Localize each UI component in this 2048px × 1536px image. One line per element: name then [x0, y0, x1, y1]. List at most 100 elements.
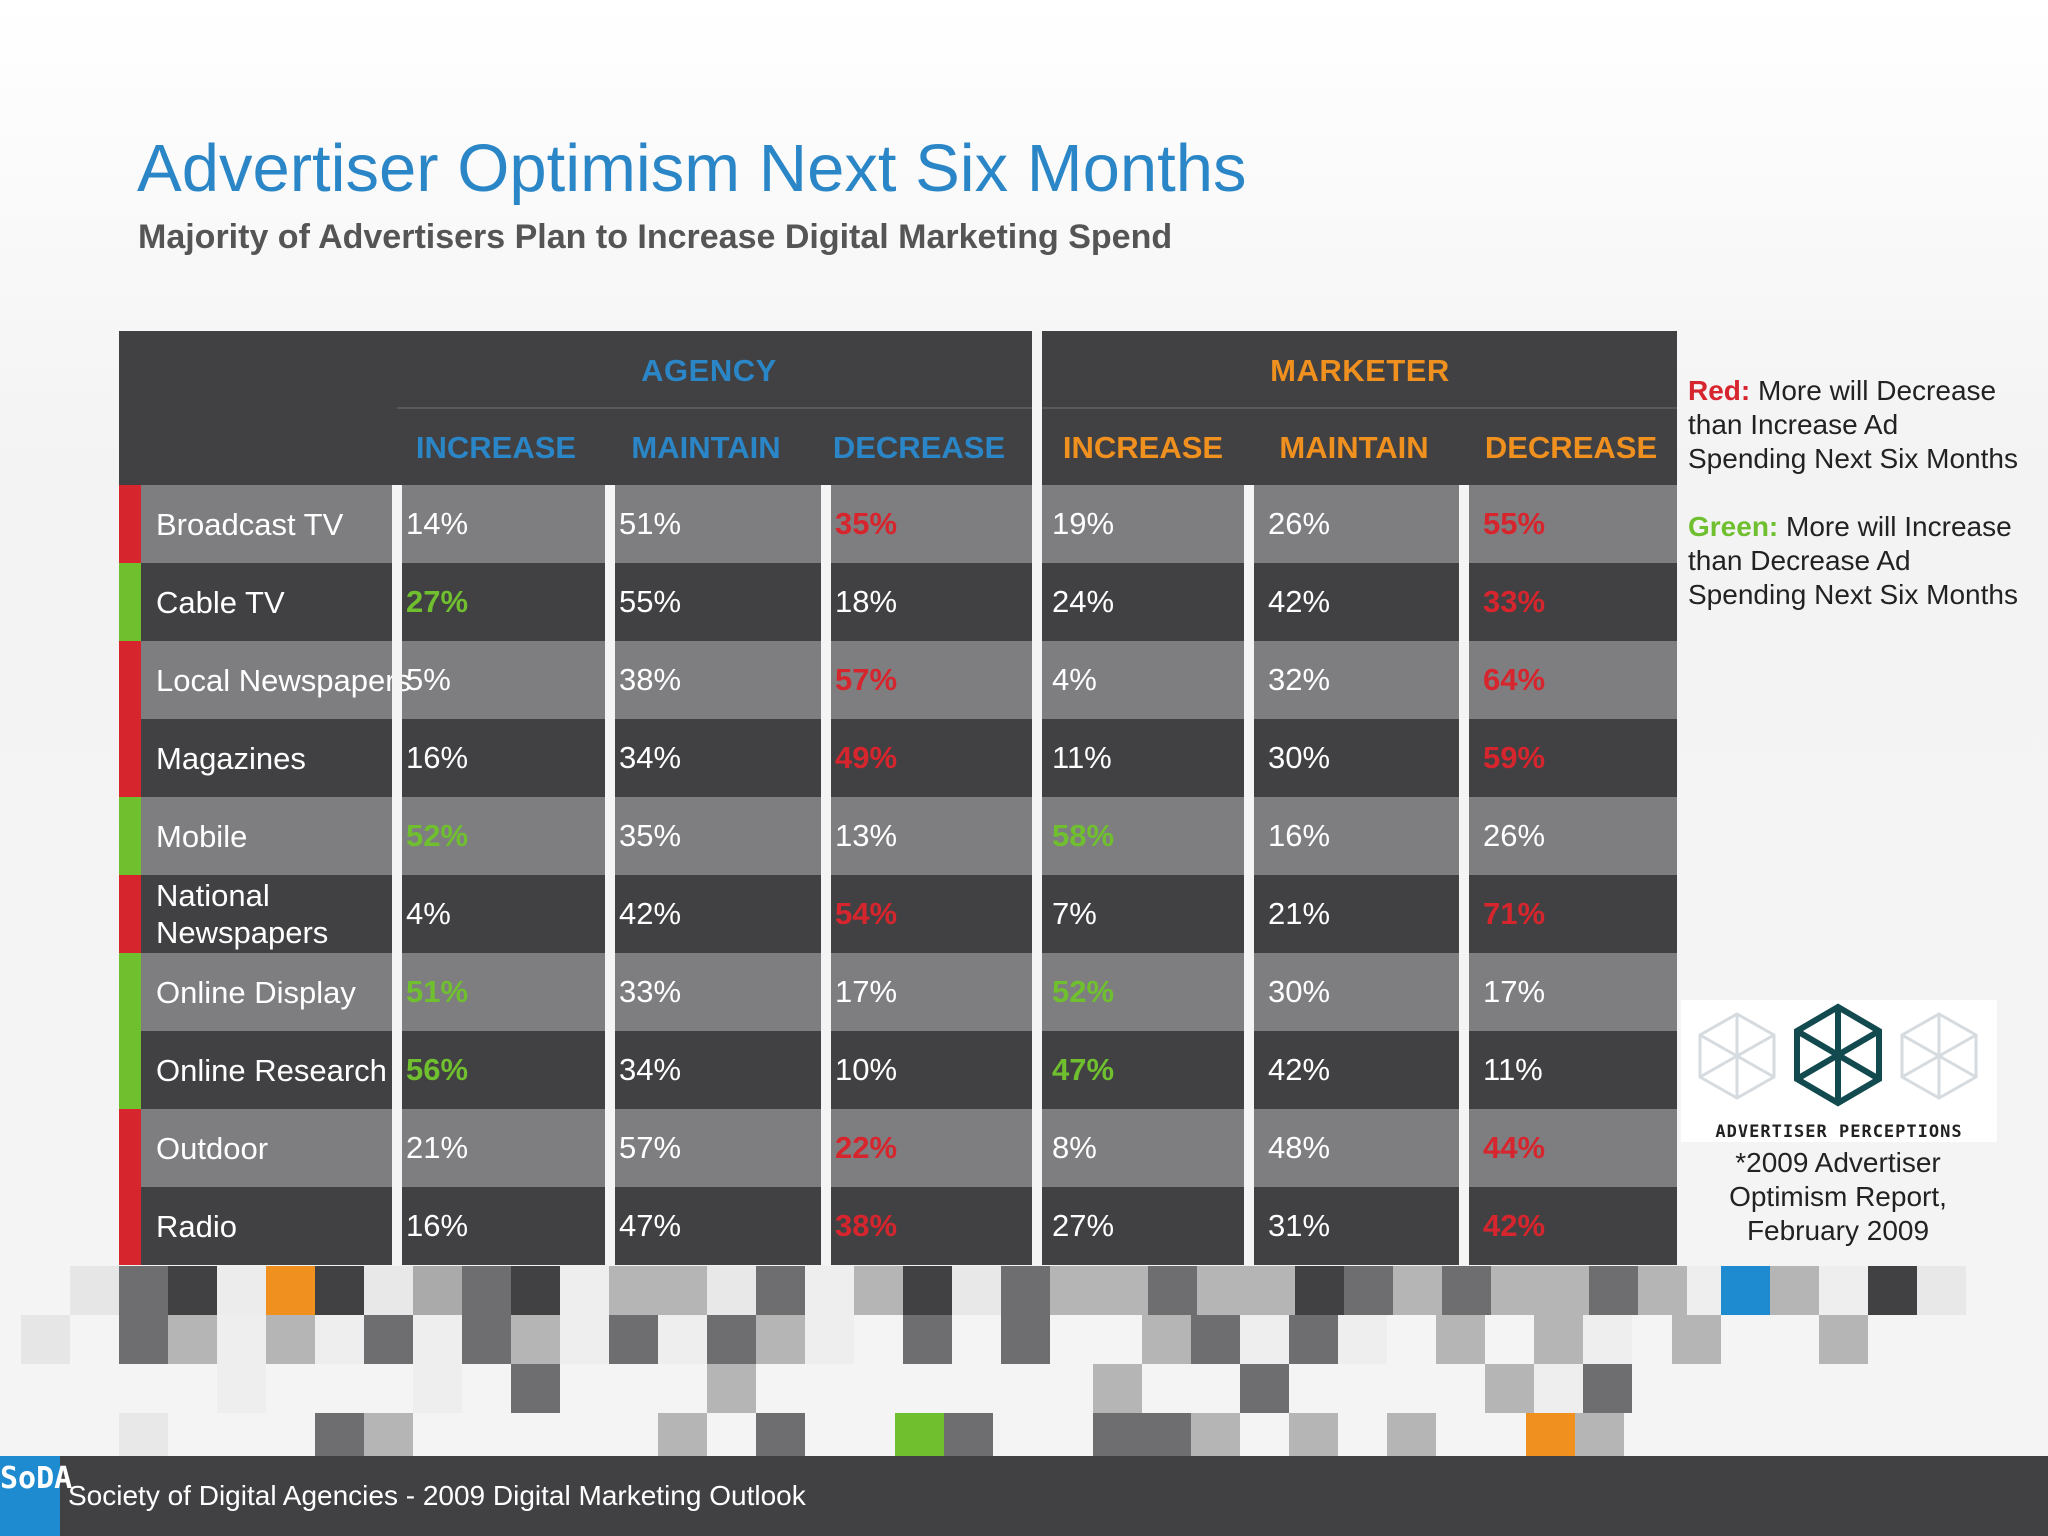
- mosaic-tile: [658, 1413, 707, 1462]
- mosaic-tile: [1491, 1266, 1540, 1315]
- mosaic-tile: [1240, 1364, 1289, 1413]
- mosaic-tile: [1289, 1413, 1338, 1462]
- table-cell: 55%: [1483, 506, 1546, 541]
- table-cell: 5%: [406, 662, 451, 697]
- mosaic-tile: [895, 1413, 944, 1462]
- table-cell: 42%: [1268, 1052, 1331, 1087]
- mosaic-tile: [707, 1364, 756, 1413]
- table-cell: 16%: [1268, 818, 1331, 853]
- mosaic-tile: [1583, 1315, 1632, 1364]
- group-agency: AGENCY: [641, 353, 777, 388]
- mosaic-tile: [1295, 1266, 1344, 1315]
- mosaic-tile: [413, 1315, 462, 1364]
- mosaic-tile: [511, 1266, 560, 1315]
- group-marketer: MARKETER: [1270, 353, 1450, 388]
- mosaic-tile: [1721, 1266, 1770, 1315]
- row-label: Radio: [156, 1208, 237, 1244]
- mosaic-tile: [168, 1315, 217, 1364]
- table-cell: 17%: [1483, 974, 1546, 1009]
- mosaic-tile: [1770, 1266, 1819, 1315]
- table-cell: 13%: [835, 818, 898, 853]
- table-cell: 57%: [619, 1130, 682, 1165]
- mosaic-tile: [1819, 1266, 1868, 1315]
- mosaic-tile: [1050, 1266, 1099, 1315]
- mosaic-tile: [1442, 1266, 1491, 1315]
- mosaic-tile: [217, 1266, 266, 1315]
- mosaic-tile: [1289, 1315, 1338, 1364]
- row-flag-red: [119, 1109, 141, 1187]
- row-label: Mobile: [156, 818, 248, 854]
- cube-logo-icon: [1698, 1003, 1978, 1107]
- mosaic-tile: [707, 1266, 756, 1315]
- soda-logo: SoDA: [0, 1456, 72, 1536]
- source-note: *2009 Advertiser Optimism Report, Februa…: [1729, 1147, 1947, 1246]
- table-cell: 14%: [406, 506, 469, 541]
- row-flag-red: [119, 641, 141, 719]
- mosaic-tile: [1344, 1266, 1393, 1315]
- row-flag-green: [119, 563, 141, 641]
- mosaic-tile: [1240, 1315, 1289, 1364]
- mosaic-tile: [1191, 1315, 1240, 1364]
- row-label: National Newspapers: [156, 878, 329, 950]
- footer-bar: SoDA Society of Digital Agencies - 2009 …: [0, 1456, 2048, 1536]
- mosaic-tile: [315, 1266, 364, 1315]
- row-flag-green: [119, 953, 141, 1031]
- mosaic-tile: [1540, 1266, 1589, 1315]
- row-flag-red: [119, 719, 141, 797]
- table-cell: 42%: [619, 896, 682, 931]
- mosaic-tile: [1001, 1315, 1050, 1364]
- table-cell: 30%: [1268, 740, 1331, 775]
- table-row: Magazines 16% 34% 49% 11% 30% 59%: [119, 719, 1677, 797]
- mosaic-tile: [1819, 1315, 1868, 1364]
- table-cell: 71%: [1483, 896, 1546, 931]
- table-cell: 21%: [1268, 896, 1331, 931]
- mosaic-tile: [1191, 1413, 1240, 1462]
- column-separator: [605, 485, 615, 1267]
- col-marketer-decrease: DECREASE: [1484, 430, 1658, 465]
- mosaic-tile: [1638, 1266, 1687, 1315]
- table-cell: 57%: [835, 662, 898, 697]
- mosaic-tile: [266, 1266, 315, 1315]
- mosaic-tile: [1338, 1315, 1387, 1364]
- mosaic-tile: [266, 1315, 315, 1364]
- advertiser-perceptions-logo: ADVERTISER PERCEPTIONS: [1681, 1000, 1997, 1142]
- table-cell: 52%: [1052, 974, 1115, 1009]
- table-cell: 34%: [619, 1052, 682, 1087]
- decorative-mosaic: [0, 1266, 2048, 1462]
- table-cell: 17%: [835, 974, 898, 1009]
- mosaic-tile: [315, 1315, 364, 1364]
- table-cell: 27%: [406, 584, 469, 619]
- table-cell: 11%: [1483, 1052, 1543, 1087]
- footer-text: Society of Digital Agencies - 2009 Digit…: [68, 1480, 806, 1511]
- table-cell: 38%: [619, 662, 682, 697]
- mosaic-tile: [609, 1315, 658, 1364]
- col-agency-decrease: DECREASE: [832, 430, 1006, 465]
- table-cell: 64%: [1483, 662, 1546, 697]
- table-cell: 26%: [1268, 506, 1331, 541]
- mosaic-tile: [1148, 1266, 1197, 1315]
- table-cell: 42%: [1268, 584, 1331, 619]
- table-cell: 35%: [619, 818, 682, 853]
- mosaic-tile: [413, 1364, 462, 1413]
- mosaic-tile: [119, 1315, 168, 1364]
- mosaic-tile: [1142, 1413, 1191, 1462]
- mosaic-tile: [119, 1266, 168, 1315]
- mosaic-tile: [70, 1266, 119, 1315]
- mosaic-tile: [217, 1315, 266, 1364]
- mosaic-tile: [1575, 1413, 1624, 1462]
- mosaic-tile: [1917, 1266, 1966, 1315]
- table-cell: 54%: [835, 896, 898, 931]
- mosaic-tile: [1387, 1413, 1436, 1462]
- row-label: Outdoor: [156, 1130, 269, 1166]
- table-cell: 19%: [1052, 506, 1115, 541]
- mosaic-tile: [1534, 1364, 1583, 1413]
- mosaic-tile: [1093, 1413, 1142, 1462]
- table-cell: 48%: [1268, 1130, 1331, 1165]
- legend-red: Red: More will Decrease than Increase Ad…: [1688, 374, 2018, 476]
- table-cell: 55%: [619, 584, 682, 619]
- mosaic-tile: [119, 1413, 168, 1462]
- table-cell: 42%: [1483, 1208, 1546, 1243]
- mosaic-tile: [1583, 1364, 1632, 1413]
- mosaic-tile: [1534, 1315, 1583, 1364]
- table-cell: 21%: [406, 1130, 469, 1165]
